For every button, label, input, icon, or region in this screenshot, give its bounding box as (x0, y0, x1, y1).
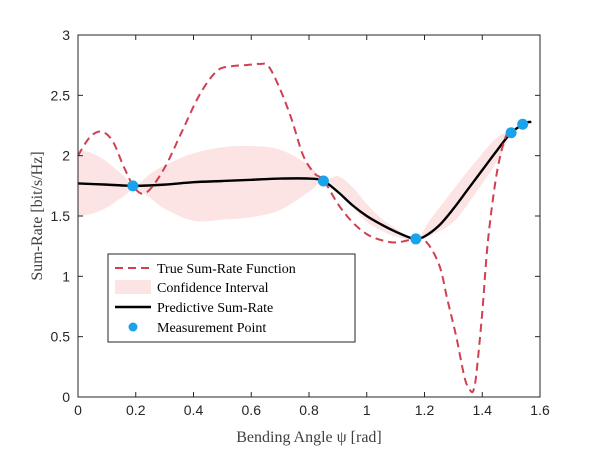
legend: True Sum-Rate Function Confidence Interva… (107, 253, 356, 343)
true-sum-rate-line (77, 62, 512, 394)
confidence-interval-band (78, 131, 512, 241)
legend-label: True Sum-Rate Function (157, 262, 296, 277)
x-tick-label: 0.2 (126, 402, 146, 418)
legend-confidence-sample (115, 280, 151, 294)
x-tick-label: 0.6 (242, 402, 262, 418)
x-tick-label: 1 (363, 402, 371, 418)
y-tick-label: 2.5 (51, 87, 71, 103)
x-tick-label: 1.6 (530, 402, 550, 418)
y-axis-label: Sum-Rate [bit/s/Hz] (29, 151, 46, 280)
measurement-point (505, 127, 517, 139)
legend-label: Confidence Interval (157, 281, 269, 296)
x-tick-label: 1.4 (473, 402, 493, 418)
legend-label: Predictive Sum-Rate (157, 301, 273, 316)
x-tick-label: 0.4 (184, 402, 204, 418)
measurement-point (517, 118, 529, 130)
x-tick-label: 0 (74, 402, 82, 418)
x-tick-label: 1.2 (415, 402, 435, 418)
y-tick-label: 1 (62, 268, 70, 284)
x-tick-label: 0.8 (299, 402, 319, 418)
measurement-point (127, 180, 139, 192)
y-tick-label: 1.5 (51, 208, 71, 224)
legend-label: Measurement Point (157, 321, 266, 336)
y-tick-label: 2 (62, 148, 70, 164)
y-tick-label: 0.5 (51, 329, 71, 345)
legend-measurement-sample (128, 322, 138, 332)
y-tick-label: 3 (62, 27, 70, 43)
measurement-point (410, 233, 422, 245)
y-tick-label: 0 (62, 389, 70, 405)
predictive-sum-rate-line (77, 120, 532, 241)
plot-layer (77, 62, 532, 394)
tick-layer: 0 0.2 0.4 0.6 0.8 1 1.2 1.4 1.6 0 0.5 1 1.5 2 2.5 3 (51, 27, 550, 418)
x-axis-label: Bending Angle ψ [rad] (236, 429, 382, 446)
legend-box (107, 253, 356, 343)
measurement-point (317, 175, 329, 187)
